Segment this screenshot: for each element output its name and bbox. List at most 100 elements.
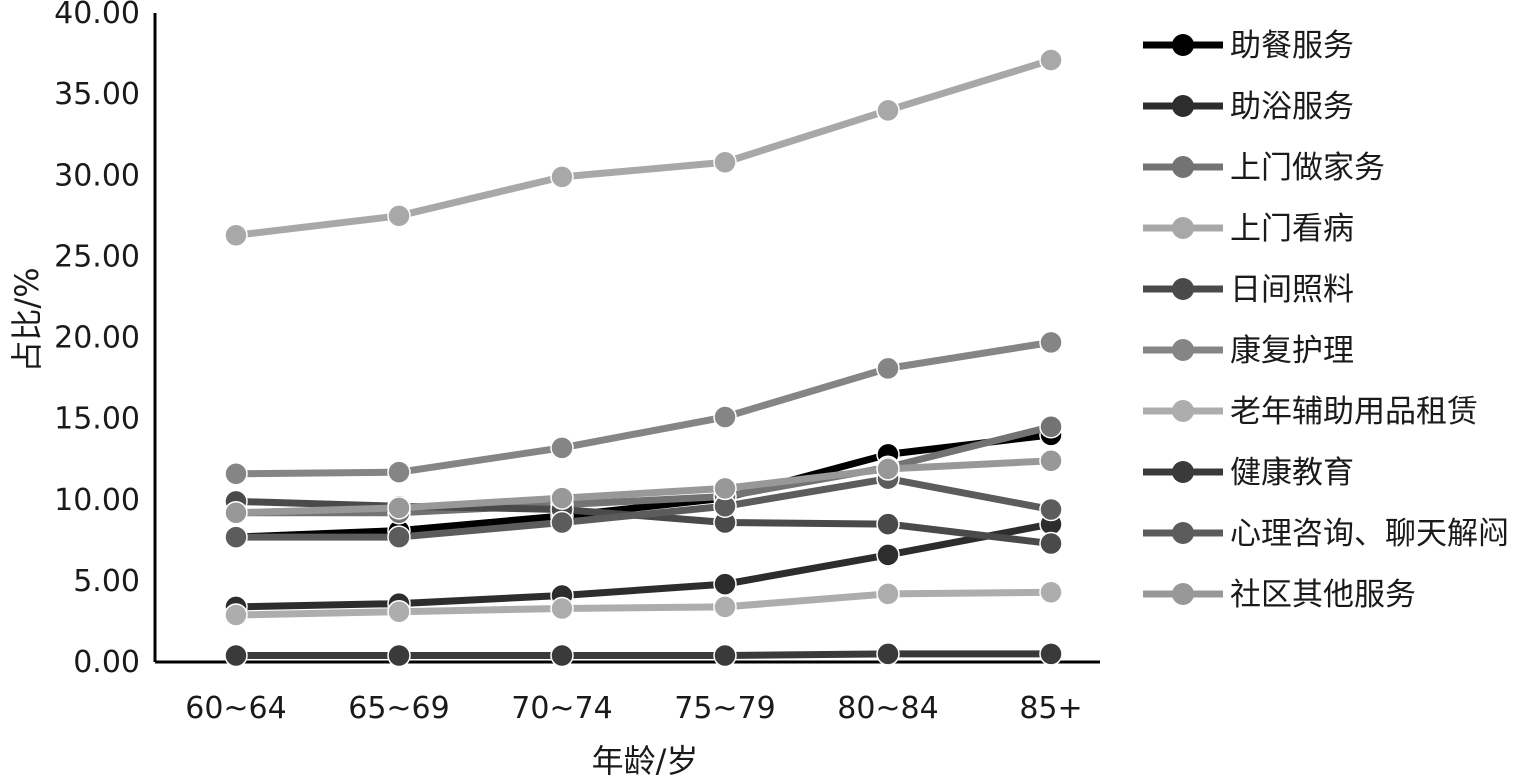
legend-item: 上门做家务 — [1143, 150, 1385, 186]
data-point — [876, 98, 900, 123]
data-point — [550, 436, 574, 460]
data-point — [550, 486, 574, 510]
y-tick-label: 5.00 — [73, 564, 140, 599]
data-point — [713, 572, 737, 596]
x-axis-title: 年龄/岁 — [592, 742, 699, 780]
legend-item: 上门看病 — [1143, 211, 1354, 247]
x-tick-label: 85+ — [1019, 691, 1082, 726]
legend-swatch-marker — [1172, 339, 1194, 361]
legend-swatch-marker — [1172, 400, 1194, 422]
series-8 — [224, 642, 1063, 668]
data-point — [713, 643, 737, 668]
series-line — [235, 338, 1052, 478]
legend-label: 康复护理 — [1230, 333, 1354, 369]
data-point — [876, 642, 900, 666]
legend-label: 心理咨询、聊天解闷 — [1230, 516, 1509, 552]
data-point — [387, 496, 411, 520]
legend-swatch-marker — [1172, 156, 1194, 178]
y-tick-labels: 0.00 5.00 10.00 15.00 20.00 25.00 30.00 35.00 40… — [54, 0, 140, 680]
legend-item: 日间照料 — [1143, 272, 1354, 308]
data-point — [1039, 48, 1063, 72]
y-axis-title: 占比/% — [8, 267, 46, 372]
series-line — [236, 475, 1052, 541]
data-point — [713, 595, 737, 619]
data-point — [550, 510, 574, 535]
series-9 — [224, 466, 1063, 549]
legend-label: 助浴服务 — [1230, 89, 1354, 125]
series-line — [235, 457, 1052, 517]
legend-swatch-marker — [1172, 583, 1194, 605]
data-point — [876, 356, 900, 381]
legend-item: 助餐服务 — [1143, 28, 1354, 64]
data-point — [387, 204, 411, 228]
legend-label: 上门做家务 — [1230, 150, 1385, 186]
data-point — [387, 460, 411, 484]
series-6 — [224, 330, 1063, 486]
series-line — [235, 431, 1052, 541]
data-point — [1039, 414, 1063, 439]
data-point — [713, 476, 737, 501]
series-7 — [224, 580, 1063, 627]
data-point — [876, 582, 900, 606]
series-line — [236, 650, 1051, 660]
legend-item: 心理咨询、聊天解闷 — [1143, 516, 1509, 552]
data-point — [387, 599, 411, 624]
data-point — [550, 165, 574, 189]
data-point — [876, 512, 900, 536]
y-tick-label: 35.00 — [54, 77, 140, 112]
legend-label: 上门看病 — [1230, 211, 1354, 247]
series-10 — [224, 449, 1063, 525]
series-line — [235, 520, 1052, 611]
legend-swatch-marker — [1172, 217, 1194, 239]
series-4 — [224, 48, 1063, 248]
data-point — [224, 525, 248, 549]
x-tick-label: 75~79 — [674, 691, 775, 726]
data-point — [387, 643, 411, 668]
data-point — [550, 596, 574, 621]
data-point — [876, 457, 900, 481]
data-point — [550, 643, 574, 668]
data-point — [224, 223, 248, 248]
legend-label: 社区其他服务 — [1230, 577, 1416, 613]
series-line — [235, 56, 1053, 239]
legend-label: 健康教育 — [1230, 455, 1354, 491]
chart-axes — [153, 13, 1100, 664]
series-line — [235, 588, 1052, 619]
data-point — [387, 525, 411, 549]
legend: 助餐服务助浴服务上门做家务上门看病日间照料康复护理老年辅助用品租赁健康教育心理咨… — [1143, 28, 1509, 613]
data-point — [713, 150, 737, 175]
y-tick-label: 25.00 — [54, 239, 140, 274]
data-point — [1039, 449, 1063, 473]
series-lines — [224, 48, 1063, 668]
data-point — [1039, 330, 1063, 355]
y-tick-label: 0.00 — [73, 645, 140, 680]
data-point — [224, 643, 248, 668]
legend-swatch-marker — [1172, 34, 1194, 56]
data-point — [224, 462, 248, 486]
x-tick-labels: 60~64 65~69 70~74 75~79 80~84 85+ — [185, 691, 1082, 726]
legend-swatch-marker — [1172, 278, 1194, 300]
y-tick-label: 20.00 — [54, 321, 140, 356]
legend-item: 健康教育 — [1143, 455, 1354, 491]
legend-item: 社区其他服务 — [1143, 577, 1416, 613]
data-point — [1039, 531, 1063, 556]
legend-label: 助餐服务 — [1230, 28, 1354, 64]
data-point — [876, 543, 900, 567]
y-tick-label: 10.00 — [54, 483, 140, 518]
legend-swatch-marker — [1172, 461, 1194, 483]
data-point — [1039, 642, 1063, 666]
legend-swatch-marker — [1172, 522, 1194, 544]
legend-label: 老年辅助用品租赁 — [1230, 394, 1478, 430]
data-point — [1039, 497, 1063, 522]
series-line — [236, 423, 1052, 517]
legend-item: 老年辅助用品租赁 — [1143, 394, 1478, 430]
data-point — [224, 603, 248, 627]
data-point — [224, 500, 248, 525]
x-tick-label: 80~84 — [837, 691, 938, 726]
x-tick-label: 70~74 — [511, 691, 612, 726]
legend-item: 助浴服务 — [1143, 89, 1354, 125]
y-tick-label: 40.00 — [54, 0, 140, 31]
legend-label: 日间照料 — [1230, 272, 1354, 308]
y-tick-label: 15.00 — [54, 402, 140, 437]
